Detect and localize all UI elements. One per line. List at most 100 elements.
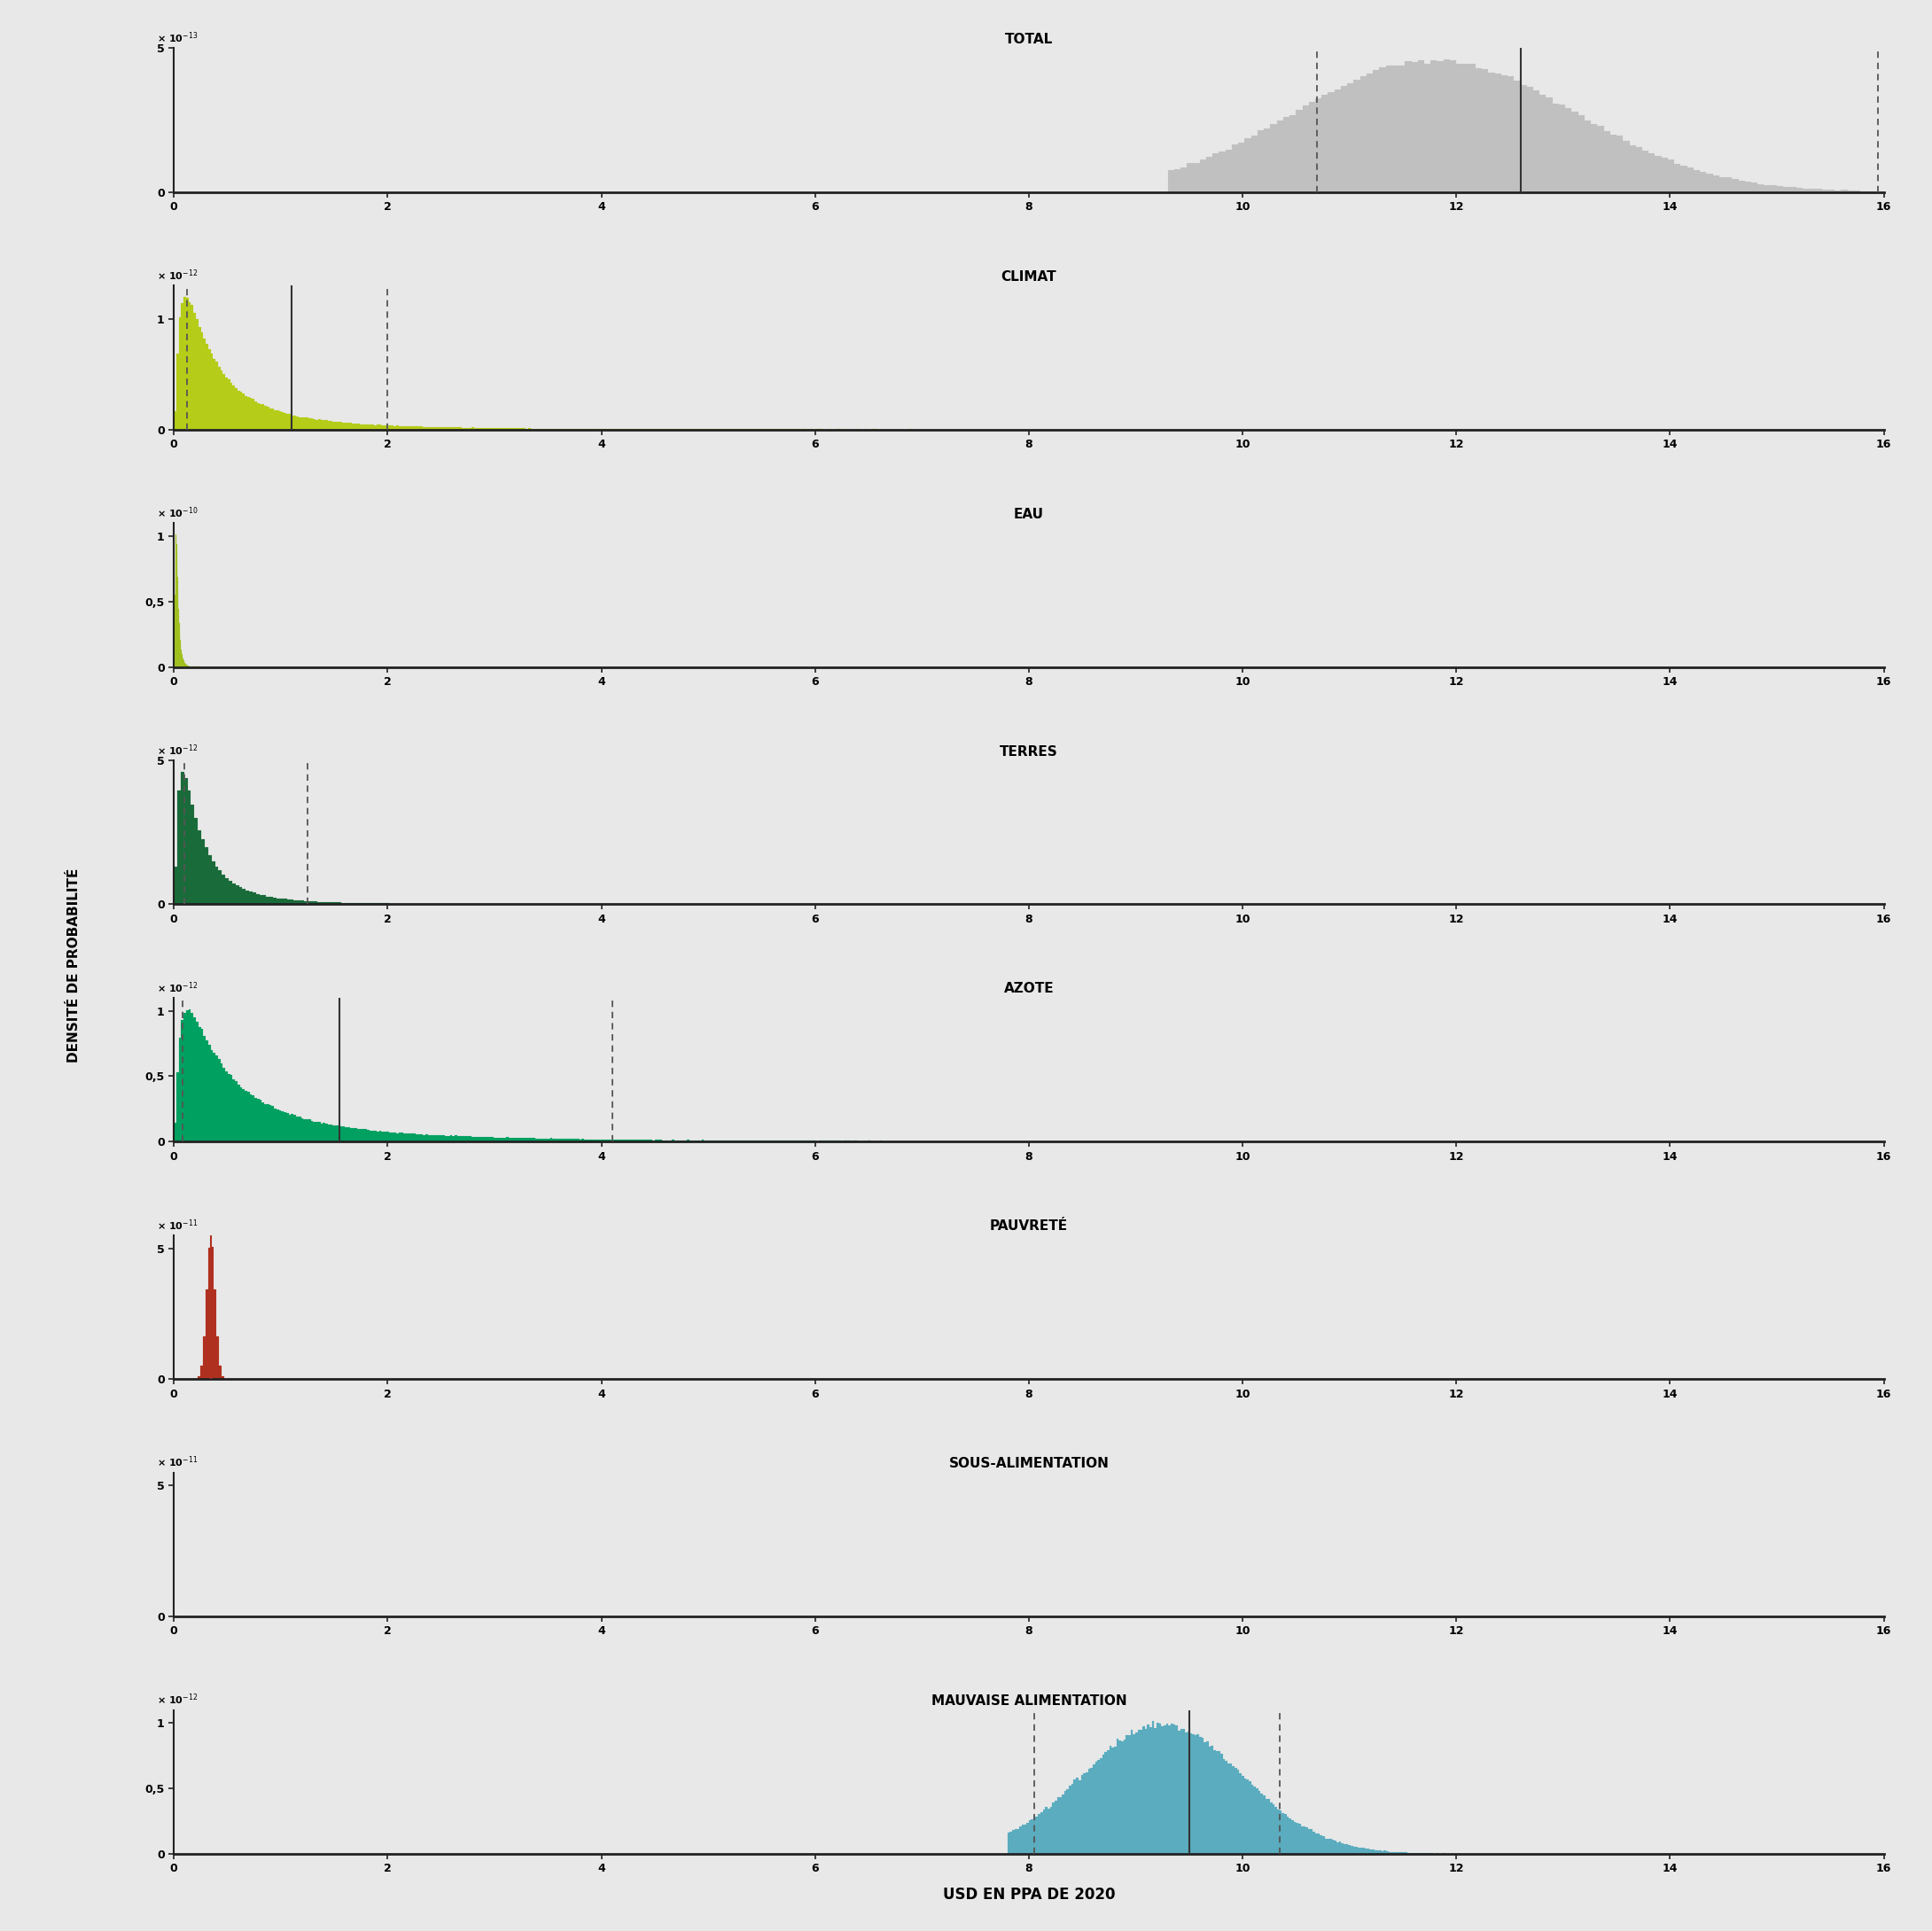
Bar <box>213 359 214 429</box>
Bar <box>1347 1844 1349 1854</box>
Bar <box>232 882 236 904</box>
Bar <box>1225 1761 1227 1854</box>
Bar <box>315 902 317 904</box>
Bar <box>1354 79 1360 193</box>
Bar <box>278 1110 282 1141</box>
Bar <box>220 371 222 429</box>
Bar <box>1482 70 1488 193</box>
Bar <box>1034 1817 1036 1854</box>
Bar <box>230 1076 232 1141</box>
Bar <box>1321 95 1327 193</box>
Bar <box>1074 1780 1076 1854</box>
Bar <box>1144 1728 1148 1854</box>
Bar <box>276 409 278 429</box>
Bar <box>556 1139 560 1141</box>
Bar <box>222 1377 224 1379</box>
Bar <box>537 1139 541 1141</box>
Bar <box>1449 60 1457 193</box>
Bar <box>193 1018 195 1141</box>
Text: × 10$^{-13}$: × 10$^{-13}$ <box>156 31 197 46</box>
Bar <box>1175 170 1180 193</box>
Bar <box>1227 1763 1231 1854</box>
Bar <box>242 1089 245 1141</box>
Bar <box>1238 1773 1242 1854</box>
Bar <box>367 1130 369 1141</box>
Bar <box>180 317 182 429</box>
Bar <box>1260 1794 1264 1854</box>
Bar <box>526 1137 527 1141</box>
Title: SOUS-ALIMENTATION: SOUS-ALIMENTATION <box>949 1458 1109 1469</box>
Bar <box>355 1128 357 1141</box>
Bar <box>1731 180 1739 193</box>
Bar <box>396 425 398 429</box>
Bar <box>491 1137 495 1141</box>
Bar <box>265 1105 267 1141</box>
Bar <box>187 790 191 904</box>
Bar <box>1063 1794 1065 1854</box>
Bar <box>1379 68 1385 193</box>
Bar <box>290 900 294 904</box>
Bar <box>1700 172 1706 193</box>
Bar <box>1036 1817 1037 1854</box>
Bar <box>634 1139 636 1141</box>
Bar <box>489 1137 491 1141</box>
Bar <box>361 425 365 429</box>
Bar <box>1088 1769 1090 1854</box>
Bar <box>315 421 319 429</box>
Bar <box>618 1139 620 1141</box>
Bar <box>421 427 423 429</box>
Bar <box>377 425 379 429</box>
Bar <box>1604 131 1609 193</box>
Bar <box>1381 1852 1383 1854</box>
Bar <box>386 1132 388 1141</box>
Bar <box>342 423 346 429</box>
Bar <box>214 867 218 904</box>
Bar <box>240 1087 242 1141</box>
Bar <box>1714 176 1719 193</box>
Bar <box>487 1137 489 1141</box>
Bar <box>1264 129 1271 193</box>
Bar <box>205 344 209 429</box>
Bar <box>582 1139 583 1141</box>
Bar <box>398 427 402 429</box>
Bar <box>1121 1742 1122 1854</box>
Bar <box>1745 182 1750 193</box>
Bar <box>195 319 199 429</box>
Bar <box>220 1365 222 1379</box>
Bar <box>359 425 361 429</box>
Bar <box>1233 145 1238 193</box>
Bar <box>479 1137 481 1141</box>
Bar <box>1777 185 1783 193</box>
Bar <box>417 1133 421 1141</box>
Bar <box>1086 1773 1088 1854</box>
Bar <box>1080 1775 1084 1854</box>
Bar <box>330 1124 332 1141</box>
Bar <box>412 427 413 429</box>
Bar <box>272 409 274 429</box>
Bar <box>1194 1736 1196 1854</box>
Bar <box>1681 166 1687 193</box>
Bar <box>1163 1724 1165 1854</box>
Bar <box>1629 145 1636 193</box>
Bar <box>199 326 201 429</box>
Bar <box>1495 73 1501 193</box>
Bar <box>1252 1784 1254 1854</box>
Bar <box>522 1137 524 1141</box>
Bar <box>288 413 292 429</box>
Bar <box>251 400 255 429</box>
Bar <box>1374 1850 1378 1854</box>
Bar <box>1828 189 1835 193</box>
Bar <box>448 427 450 429</box>
Bar <box>321 421 323 429</box>
Bar <box>226 378 228 429</box>
Text: × 10$^{-12}$: × 10$^{-12}$ <box>156 1692 197 1707</box>
Bar <box>1105 1751 1107 1854</box>
Bar <box>1770 185 1777 193</box>
Bar <box>460 427 462 429</box>
Bar <box>1383 1850 1385 1854</box>
Bar <box>1841 189 1847 193</box>
Bar <box>1333 1840 1337 1854</box>
Bar <box>1078 1780 1080 1854</box>
Bar <box>564 1139 568 1141</box>
Bar <box>1161 1726 1163 1854</box>
